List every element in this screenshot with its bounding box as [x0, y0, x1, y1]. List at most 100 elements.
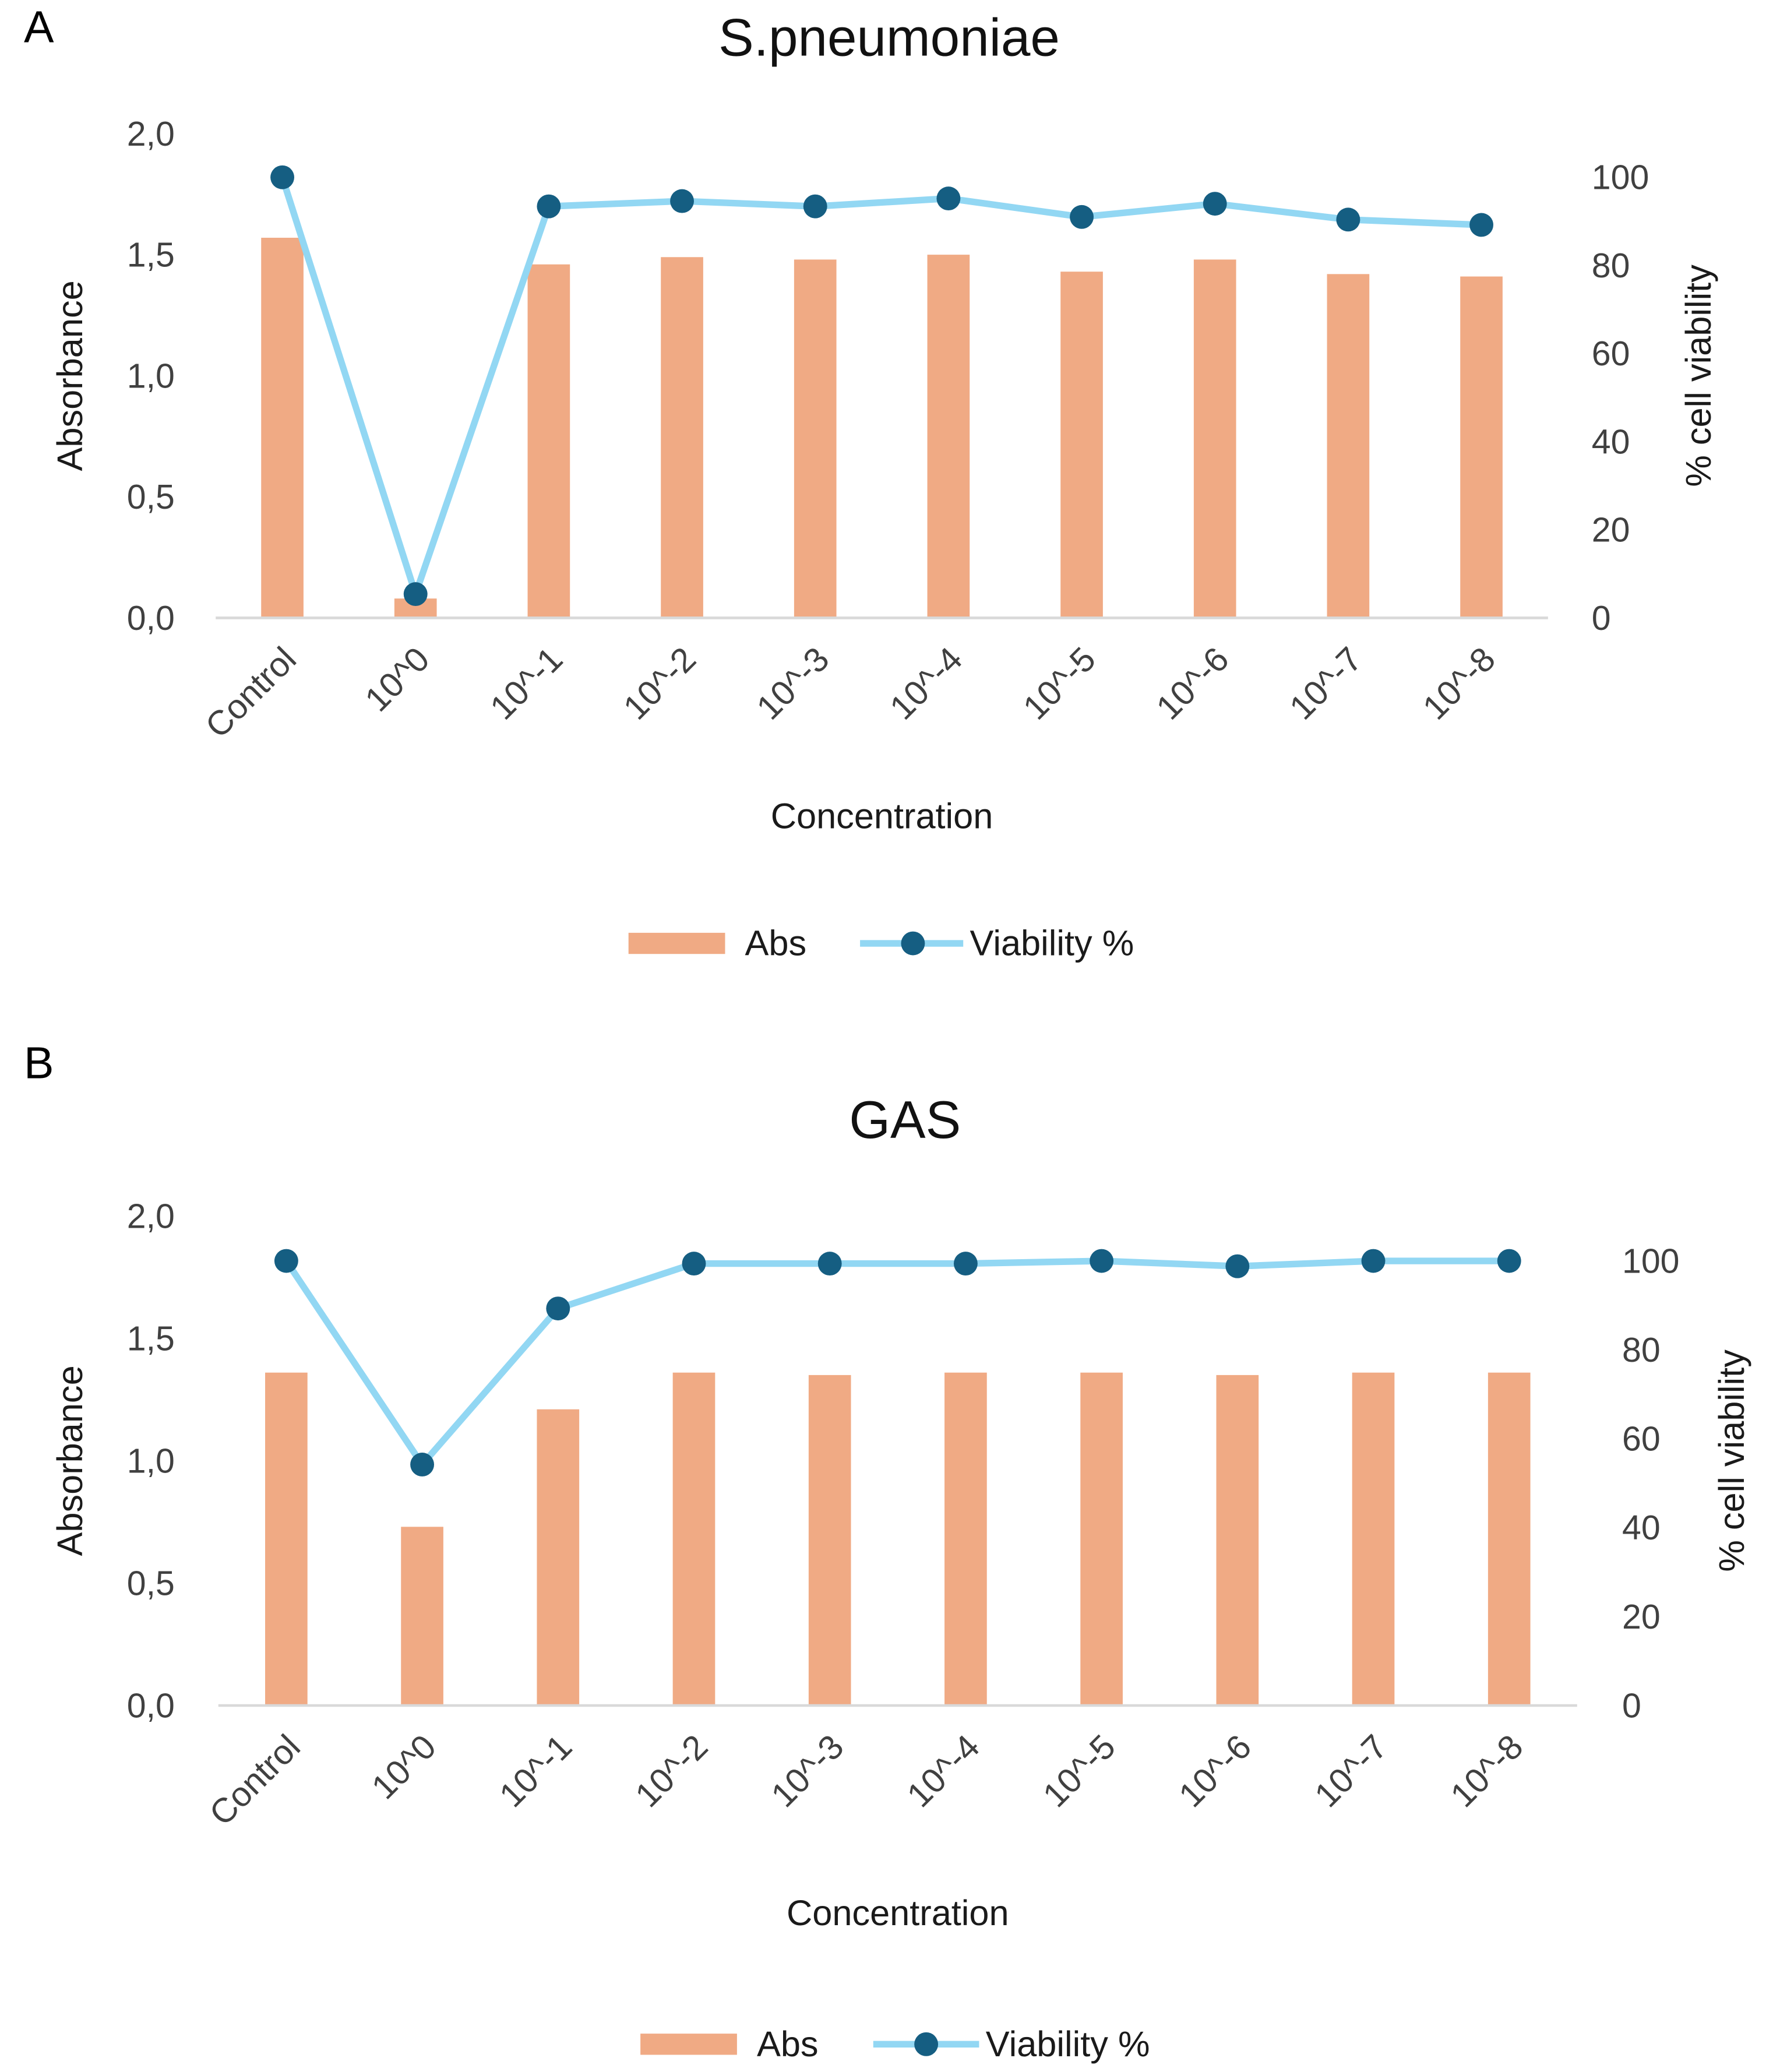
y2-tick-label: 60 — [1622, 1420, 1661, 1458]
y2-tick-label: 60 — [1592, 334, 1630, 373]
panel-label: A — [24, 2, 54, 52]
x-tick-label: 10^-3 — [749, 640, 837, 727]
x-tick-label: 10^0 — [364, 1727, 443, 1806]
abs-bar — [527, 264, 570, 618]
viability-marker — [803, 194, 827, 219]
panel-label: B — [24, 1038, 54, 1088]
viability-marker — [1497, 1249, 1521, 1273]
abs-bar — [261, 238, 304, 618]
y2-tick-label: 80 — [1592, 246, 1630, 285]
x-tick-label: 10^-7 — [1282, 640, 1370, 727]
legend-viability-label: Viability % — [970, 922, 1134, 963]
abs-bar — [944, 1372, 987, 1706]
viability-marker — [403, 582, 428, 607]
x-tick-label: Control — [198, 640, 304, 745]
y-axis-title: Absorbance — [50, 1365, 90, 1556]
viability-marker — [670, 189, 694, 213]
viability-line — [279, 176, 1482, 598]
viability-marker — [1070, 205, 1094, 229]
abs-bar — [1488, 1372, 1531, 1706]
viability-marker — [682, 1252, 706, 1276]
y-tick-label: 0,5 — [127, 1564, 175, 1602]
y-tick-label: 1,5 — [127, 1319, 175, 1358]
legend-viability-label: Viability % — [986, 2024, 1150, 2064]
x-tick-label: 10^0 — [358, 640, 437, 719]
y-tick-label: 2,0 — [127, 115, 175, 153]
abs-bar — [1060, 272, 1103, 618]
x-tick-label: 10^-6 — [1171, 1727, 1259, 1814]
y2-tick-label: 80 — [1622, 1331, 1661, 1369]
viability-marker — [270, 165, 294, 189]
y2-tick-label: 0 — [1592, 599, 1611, 637]
viability-marker — [817, 1252, 842, 1276]
abs-bar — [927, 255, 970, 618]
y-axis-title: Absorbance — [50, 280, 90, 471]
viability-marker — [410, 1453, 435, 1477]
y2-tick-label: 40 — [1622, 1509, 1661, 1547]
abs-bar — [794, 259, 837, 618]
legend: Abs Viability % — [640, 2024, 1150, 2064]
y-tick-label: 0,0 — [127, 1686, 175, 1725]
viability-marker — [274, 1249, 298, 1273]
viability-marker — [546, 1296, 570, 1321]
viability-marker — [953, 1252, 978, 1276]
x-tick-label: 10^-5 — [1035, 1727, 1123, 1814]
chart-title: S.pneumoniae — [718, 8, 1060, 67]
x-tick-label: 10^-4 — [900, 1727, 987, 1814]
viability-marker — [1336, 207, 1360, 232]
legend-abs-label: Abs — [757, 2024, 819, 2064]
x-tick-label: 10^-3 — [764, 1727, 851, 1814]
x-tick-label: 10^-7 — [1307, 1727, 1395, 1814]
y-tick-label: 1,0 — [127, 1442, 175, 1480]
y-tick-label: 0,0 — [127, 599, 175, 637]
y2-tick-label: 0 — [1622, 1686, 1641, 1725]
y-tick-label: 0,5 — [127, 478, 175, 516]
abs-bar — [1352, 1372, 1395, 1706]
x-tick-label: 10^-2 — [616, 640, 703, 727]
viability-marker — [1225, 1254, 1250, 1278]
y-tick-label: 1,0 — [127, 357, 175, 395]
y2-tick-label: 20 — [1592, 511, 1630, 549]
viability-line — [283, 1257, 1510, 1468]
abs-bar — [661, 257, 703, 618]
y2-tick-label: 20 — [1622, 1598, 1661, 1636]
x-tick-label: 10^-4 — [883, 640, 970, 727]
chart-a: A S.pneumoniae 0,0 0,5 1,0 1,5 2,0 0 20 40 60 80 100… — [24, 2, 1718, 963]
viability-marker — [1203, 192, 1227, 216]
x-tick-label: 10^-6 — [1149, 640, 1236, 727]
viability-marker — [1469, 213, 1493, 237]
x-tick-label: 10^-1 — [483, 640, 570, 727]
chart-b: B GAS 0,0 0,5 1,0 1,5 2,0 0 20 40 60 80 100 Absorbanc… — [24, 1038, 1751, 2064]
x-tick-label: Control — [202, 1727, 308, 1833]
abs-bar — [265, 1372, 308, 1706]
abs-bar — [808, 1375, 851, 1706]
abs-bar — [672, 1372, 715, 1706]
legend-abs-label: Abs — [745, 922, 807, 963]
x-tick-label: 10^-8 — [1443, 1727, 1531, 1814]
viability-marker — [537, 194, 561, 219]
y-tick-label: 2,0 — [127, 1197, 175, 1235]
x-tick-label: 10^-1 — [492, 1727, 579, 1814]
abs-bar — [1193, 259, 1236, 618]
x-tick-label: 10^-2 — [628, 1727, 715, 1814]
abs-bar — [401, 1527, 443, 1706]
y-tick-label: 1,5 — [127, 236, 175, 274]
abs-bar — [537, 1409, 580, 1706]
legend-abs-swatch — [640, 2034, 737, 2055]
abs-bar — [1460, 276, 1503, 618]
legend-viability-marker — [914, 2032, 939, 2056]
y2-tick-label: 100 — [1622, 1242, 1679, 1280]
y2-tick-label: 40 — [1592, 422, 1630, 461]
x-axis-title: Concentration — [787, 1893, 1009, 1933]
x-axis-title: Concentration — [771, 795, 993, 836]
x-tick-label: 10^-8 — [1415, 640, 1503, 727]
viability-marker — [1361, 1249, 1386, 1273]
abs-bar — [1080, 1372, 1123, 1706]
legend-viability-marker — [901, 931, 925, 956]
abs-bar — [1327, 274, 1370, 618]
chart-title: GAS — [849, 1091, 961, 1150]
legend: Abs Viability % — [628, 922, 1134, 963]
y2-axis-title: % cell viability — [1711, 1349, 1751, 1572]
legend-abs-swatch — [628, 932, 725, 954]
